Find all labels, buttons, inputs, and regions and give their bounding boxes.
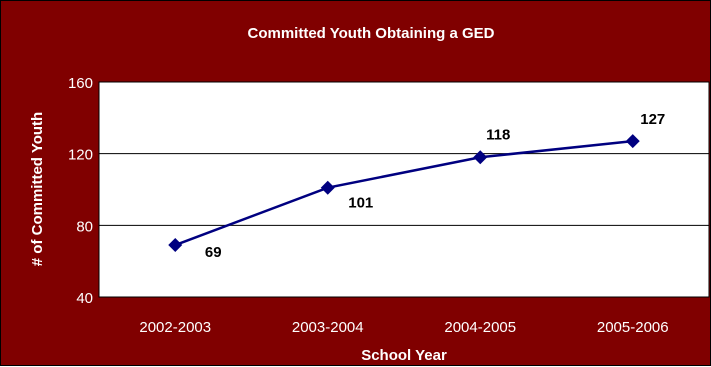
- x-tick-label: 2004-2005: [444, 319, 516, 336]
- data-point: [320, 180, 335, 195]
- y-axis-title: # of Committed Youth: [29, 112, 46, 266]
- chart-title: Committed Youth Obtaining a GED: [248, 25, 495, 42]
- series-group: [168, 134, 640, 253]
- data-point: [625, 134, 640, 149]
- data-label: 127: [640, 111, 665, 128]
- y-tick-label: 40: [76, 290, 93, 307]
- y-tick-label: 160: [68, 75, 93, 92]
- data-labels: 69 101 118 127: [205, 111, 665, 261]
- y-axis-ticks: 40 80 120 160: [68, 75, 93, 307]
- x-axis-ticks: 2002-2003 2003-2004 2004-2005 2005-2006: [139, 319, 668, 336]
- data-label: 101: [348, 195, 373, 212]
- x-axis-title: School Year: [361, 347, 447, 364]
- x-tick-label: 2003-2004: [292, 319, 364, 336]
- data-label: 69: [205, 244, 222, 261]
- data-point: [473, 150, 488, 165]
- data-point: [168, 238, 183, 253]
- y-tick-label: 120: [68, 147, 93, 164]
- y-tick-label: 80: [76, 218, 93, 235]
- x-tick-label: 2002-2003: [139, 319, 211, 336]
- gridlines: [99, 153, 709, 226]
- data-label: 118: [486, 126, 510, 143]
- x-tick-label: 2005-2006: [597, 319, 669, 336]
- series-line: [174, 139, 633, 247]
- plot-area: [98, 81, 710, 298]
